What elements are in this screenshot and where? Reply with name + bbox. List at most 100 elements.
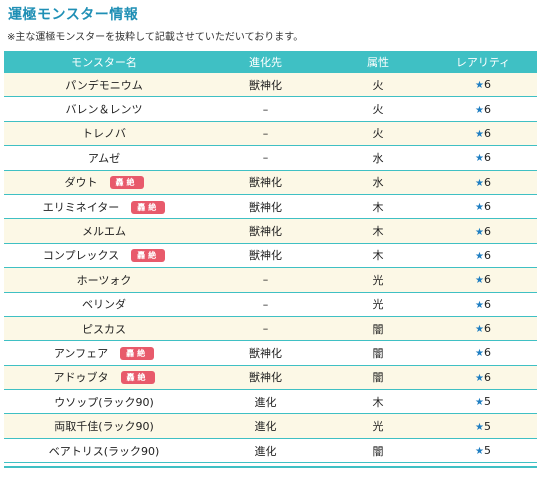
table-row: ベリンダ – 光 ★6	[4, 292, 537, 317]
evolution-cell: –	[204, 145, 327, 171]
monster-name: パンデモニウム	[65, 78, 143, 92]
gouzetsu-badge: 轟絶	[120, 371, 155, 385]
monster-name: ピスカス	[82, 322, 126, 336]
column-header-name: モンスター名	[4, 51, 204, 73]
rarity-value: 6	[483, 224, 491, 238]
attribute-cell: 火	[327, 121, 429, 147]
attribute-cell: 闇	[327, 340, 429, 366]
rarity-cell: ★6	[429, 316, 537, 342]
star-icon: ★	[475, 299, 484, 311]
monster-name: ベリンダ	[82, 298, 126, 312]
monster-name: アドゥブタ	[53, 371, 109, 385]
column-header-rarity: レアリティ	[429, 51, 537, 73]
star-icon: ★	[475, 250, 484, 262]
evolution-cell: –	[204, 316, 327, 342]
gouzetsu-badge: 轟絶	[109, 176, 144, 190]
table-row: 両取千佳(ラック90) 進化光 ★5	[4, 413, 537, 439]
star-icon: ★	[475, 275, 484, 287]
column-header-attribute: 属性	[327, 51, 429, 73]
rarity-value: 6	[483, 78, 491, 92]
evolution-cell: 進化	[204, 438, 327, 464]
star-icon: ★	[475, 446, 484, 458]
rarity-cell: ★6	[429, 73, 537, 98]
rarity-value: 6	[483, 273, 491, 287]
attribute-cell: 光	[327, 292, 429, 317]
monster-name: トレノバ	[82, 127, 126, 141]
rarity-value: 6	[483, 297, 491, 311]
monster-name-cell: メルエム	[4, 218, 204, 244]
monster-name-cell: エリミネイター 轟絶	[4, 194, 204, 220]
monster-name-cell: ベリンダ	[4, 292, 204, 317]
evolution-cell: 獣神化	[204, 365, 327, 391]
table-row: ウソップ(ラック90) 進化木 ★5	[4, 389, 537, 415]
table-row: バレン＆レンツ – 火 ★6	[4, 96, 537, 122]
evolution-cell: 進化	[204, 413, 327, 439]
monster-name-cell: ウソップ(ラック90)	[4, 389, 204, 415]
table-bottom-border	[4, 466, 537, 468]
star-icon: ★	[475, 372, 484, 384]
monster-name-cell: パンデモニウム	[4, 73, 204, 98]
rarity-value: 6	[483, 151, 491, 165]
rarity-value: 6	[483, 248, 491, 262]
attribute-cell: 木	[327, 243, 429, 269]
monster-name-cell: ダウト 轟絶	[4, 170, 204, 195]
monster-name: アンフェア	[53, 346, 109, 360]
table-row: アンフェア 轟絶 獣神化闇 ★6	[4, 340, 537, 366]
gouzetsu-badge: 轟絶	[120, 346, 155, 360]
star-icon: ★	[475, 80, 484, 92]
monster-name-cell: コンプレックス 轟絶	[4, 243, 204, 269]
table-row: メルエム 獣神化木 ★6	[4, 218, 537, 244]
column-header-evolution: 進化先	[204, 51, 327, 73]
evolution-cell: –	[204, 96, 327, 122]
table-row: ホーツォク – 光 ★6	[4, 267, 537, 293]
rarity-cell: ★6	[429, 218, 537, 244]
monster-name-cell: ベアトリス(ラック90)	[4, 438, 204, 464]
monster-name-cell: ホーツォク	[4, 267, 204, 293]
rarity-cell: ★6	[429, 243, 537, 269]
star-icon: ★	[475, 324, 484, 336]
star-icon: ★	[475, 421, 484, 433]
monster-name: ベアトリス(ラック90)	[48, 444, 160, 458]
monster-name: ホーツォク	[76, 273, 132, 287]
table-header-row: モンスター名 進化先 属性 レアリティ	[4, 51, 537, 73]
attribute-cell: 火	[327, 96, 429, 122]
gouzetsu-badge: 轟絶	[131, 249, 166, 263]
table-row: ピスカス – 闇 ★6	[4, 316, 537, 342]
evolution-cell: –	[204, 292, 327, 317]
monster-name-cell: アドゥブタ 轟絶	[4, 365, 204, 391]
monster-table: モンスター名 進化先 属性 レアリティ パンデモニウム 獣神化火 ★6 バレン＆レンツ…	[4, 51, 537, 464]
evolution-cell: –	[204, 121, 327, 147]
rarity-cell: ★6	[429, 145, 537, 171]
table-row: ダウト 轟絶 獣神化水 ★6	[4, 170, 537, 195]
evolution-cell: 獣神化	[204, 218, 327, 244]
rarity-cell: ★6	[429, 121, 537, 147]
rarity-value: 6	[483, 346, 491, 360]
star-icon: ★	[475, 226, 484, 238]
monster-name: アムゼ	[87, 151, 121, 165]
table-row: パンデモニウム 獣神化火 ★6	[4, 73, 537, 98]
rarity-cell: ★5	[429, 389, 537, 415]
star-icon: ★	[475, 104, 484, 116]
star-icon: ★	[475, 397, 484, 409]
rarity-cell: ★6	[429, 194, 537, 220]
rarity-value: 6	[483, 370, 491, 384]
rarity-value: 6	[483, 175, 491, 189]
rarity-cell: ★6	[429, 340, 537, 366]
rarity-cell: ★5	[429, 438, 537, 464]
monster-name-cell: ピスカス	[4, 316, 204, 342]
star-icon: ★	[475, 177, 484, 189]
table-row: ベアトリス(ラック90) 進化闇 ★5	[4, 438, 537, 464]
page-title: 運極モンスター情報	[8, 7, 139, 23]
page-note: ※主な運極モンスターを抜粋して記載させていただいております。	[7, 32, 304, 43]
rarity-value: 6	[483, 102, 491, 116]
star-icon: ★	[475, 153, 484, 165]
rarity-cell: ★6	[429, 292, 537, 317]
table-row: エリミネイター 轟絶 獣神化木 ★6	[4, 194, 537, 220]
attribute-cell: 光	[327, 413, 429, 439]
attribute-cell: 木	[327, 389, 429, 415]
evolution-cell: 獣神化	[204, 194, 327, 220]
rarity-value: 6	[483, 322, 491, 336]
rarity-cell: ★6	[429, 170, 537, 195]
evolution-cell: 獣神化	[204, 340, 327, 366]
star-icon: ★	[475, 348, 484, 360]
